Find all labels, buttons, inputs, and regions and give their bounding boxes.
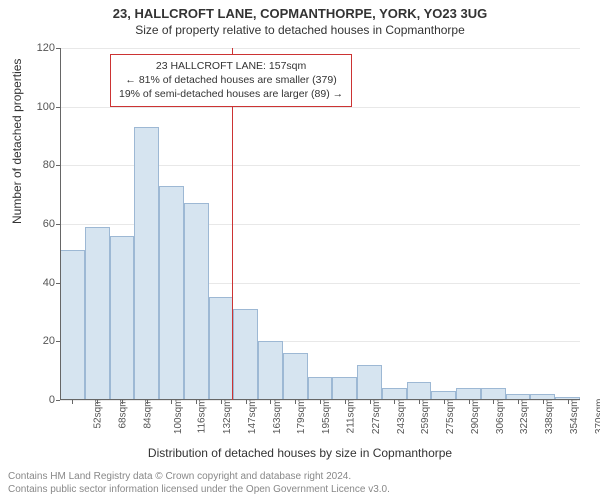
xtick-label: 259sqm [420,399,431,435]
histogram-bar [184,203,209,400]
chart-title: 23, HALLCROFT LANE, COPMANTHORPE, YORK, … [0,0,600,21]
xtick-mark [469,400,470,404]
xtick-label: 52sqm [93,399,104,429]
xtick-mark [221,400,222,404]
xtick-mark [394,400,395,404]
ytick-label: 20 [25,335,55,347]
grid-line [60,107,580,108]
grid-line [60,48,580,49]
annotation-line3: 19% of semi-detached houses are larger (… [119,87,343,101]
y-axis-label: Number of detached properties [10,59,24,224]
xtick-label: 354sqm [569,399,580,435]
xtick-mark [122,400,123,404]
xtick-mark [295,400,296,404]
ytick-mark [56,400,60,401]
xtick-label: 100sqm [173,399,184,435]
histogram-bar [283,353,308,400]
xtick-mark [270,400,271,404]
xtick-label: 195sqm [321,399,332,435]
footer-line2: Contains public sector information licen… [8,483,390,496]
plot-area: 02040608010012052sqm68sqm84sqm100sqm116s… [60,48,580,400]
xtick-mark [196,400,197,404]
xtick-label: 84sqm [142,399,153,429]
footer: Contains HM Land Registry data © Crown c… [8,470,390,496]
xtick-mark [568,400,569,404]
annotation-line1: 23 HALLCROFT LANE: 157sqm [119,59,343,73]
x-axis-label: Distribution of detached houses by size … [0,446,600,460]
ytick-label: 40 [25,277,55,289]
xtick-mark [72,400,73,404]
ytick-label: 120 [25,42,55,54]
histogram-bar [308,377,333,400]
histogram-bar [357,365,382,400]
ytick-label: 100 [25,101,55,113]
xtick-mark [97,400,98,404]
xtick-label: 275sqm [445,399,456,435]
xtick-mark [147,400,148,404]
y-axis [60,48,61,400]
xtick-mark [493,400,494,404]
xtick-label: 290sqm [470,399,481,435]
xtick-mark [345,400,346,404]
xtick-label: 211sqm [345,399,356,434]
xtick-label: 306sqm [495,399,506,435]
histogram-bar [407,382,432,400]
xtick-label: 147sqm [247,399,258,435]
histogram-bar [110,236,135,400]
xtick-label: 370sqm [594,399,600,435]
histogram-bar [60,250,85,400]
annotation-box: 23 HALLCROFT LANE: 157sqm ← 81% of detac… [110,54,352,107]
histogram-bar [233,309,258,400]
xtick-label: 243sqm [396,399,407,435]
histogram-bar [85,227,110,400]
xtick-label: 163sqm [272,399,283,435]
chart-subtitle: Size of property relative to detached ho… [0,21,600,41]
xtick-mark [518,400,519,404]
ytick-label: 0 [25,394,55,406]
annotation-line2: ← 81% of detached houses are smaller (37… [119,73,343,87]
histogram-bar [332,377,357,400]
footer-line1: Contains HM Land Registry data © Crown c… [8,470,390,483]
x-axis [60,399,580,400]
histogram-bar [134,127,159,400]
xtick-label: 322sqm [519,399,530,435]
ytick-label: 80 [25,159,55,171]
xtick-mark [370,400,371,404]
xtick-label: 68sqm [118,399,129,429]
xtick-mark [419,400,420,404]
xtick-label: 116sqm [197,399,208,434]
xtick-mark [543,400,544,404]
histogram-bar [258,341,283,400]
xtick-mark [171,400,172,404]
xtick-mark [320,400,321,404]
xtick-label: 132sqm [222,399,233,435]
xtick-label: 227sqm [371,399,382,435]
xtick-mark [246,400,247,404]
histogram-bar [159,186,184,400]
histogram-bar [209,297,234,400]
xtick-label: 179sqm [297,399,308,435]
xtick-mark [444,400,445,404]
xtick-label: 338sqm [544,399,555,435]
ytick-label: 60 [25,218,55,230]
